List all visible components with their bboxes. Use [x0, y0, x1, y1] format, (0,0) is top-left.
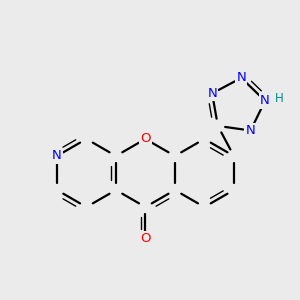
Text: N: N: [207, 87, 217, 100]
Text: H: H: [275, 92, 284, 105]
Text: N: N: [52, 149, 62, 163]
Text: N: N: [236, 71, 246, 84]
Text: O: O: [140, 232, 151, 245]
Text: N: N: [246, 124, 255, 137]
Text: N: N: [260, 94, 270, 107]
Text: O: O: [140, 133, 151, 146]
